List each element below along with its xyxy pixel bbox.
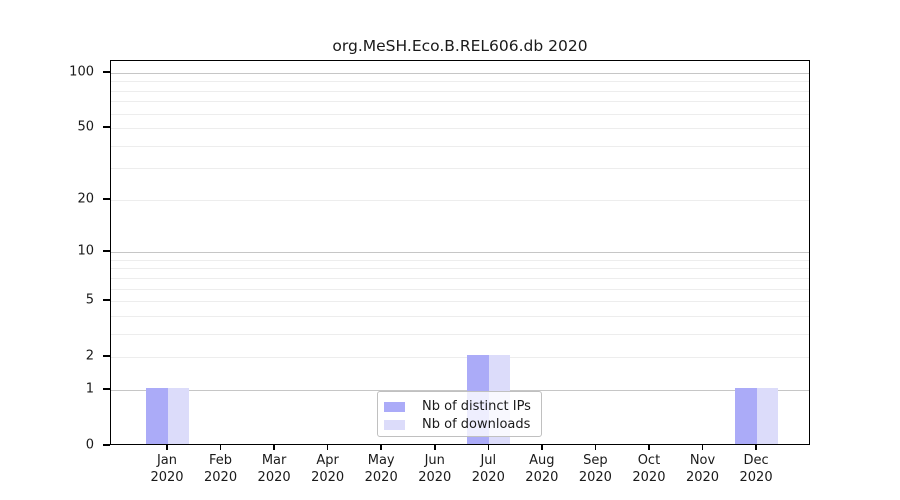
legend-item-label: Nb of distinct IPs (422, 399, 531, 414)
x-tick-month: Dec (743, 453, 769, 468)
gridline-minor (111, 199, 809, 201)
x-tick-year: 2020 (685, 470, 720, 485)
bar-downloads (168, 387, 189, 444)
x-tick-label: Jun 2020 (403, 452, 467, 486)
x-tick (755, 445, 757, 450)
x-tick-month: Oct (637, 453, 661, 468)
y-tick (103, 355, 110, 357)
y-tick-label: 20 (77, 191, 94, 207)
y-tick (103, 126, 110, 128)
bar-distinct-ips (735, 387, 758, 444)
y-tick (103, 71, 110, 73)
x-tick-year: 2020 (739, 470, 773, 485)
x-tick (541, 445, 543, 450)
x-tick-label: Dec 2020 (724, 452, 788, 486)
x-tick-year: 2020 (204, 470, 238, 485)
legend-item: Nb of downloads (384, 417, 541, 432)
bar-downloads (757, 387, 779, 444)
x-tick-month: Jun (424, 453, 445, 468)
y-axis: 0 1 2 5 10 20 50 100 (0, 60, 110, 452)
x-tick-month: Jan (156, 453, 178, 468)
legend-swatch (384, 401, 405, 412)
y-tick (103, 250, 110, 252)
x-tick-label: Jul 2020 (456, 452, 520, 486)
gridline-minor (111, 277, 809, 279)
x-tick-year: 2020 (525, 470, 559, 485)
gridline-major (111, 252, 809, 254)
gridline-minor (111, 90, 809, 92)
gridline-minor (111, 301, 809, 303)
x-tick-label: Feb 2020 (189, 452, 253, 486)
y-tick-label: 0 (85, 437, 94, 453)
y-tick (103, 198, 110, 200)
bar-distinct-ips (146, 387, 168, 444)
gridline-minor (111, 333, 809, 335)
x-tick-year: 2020 (257, 470, 291, 485)
y-tick-label: 5 (85, 292, 94, 308)
x-tick-year: 2020 (471, 470, 505, 485)
y-tick-label: 50 (77, 119, 94, 135)
gridline-minor (111, 128, 809, 130)
gridline-minor (111, 268, 809, 270)
x-tick-month: Mar (261, 453, 287, 468)
x-tick (487, 445, 490, 450)
x-tick-year: 2020 (311, 470, 345, 485)
y-tick (103, 299, 110, 301)
x-tick (701, 445, 704, 450)
gridline-minor (111, 168, 809, 170)
x-tick-label: Oct 2020 (617, 452, 681, 486)
x-tick-month: Sep (583, 453, 608, 468)
x-tick (166, 445, 168, 450)
x-tick-label: Nov 2020 (671, 452, 735, 486)
plot-area (110, 60, 810, 445)
x-tick (648, 445, 650, 450)
x-tick-label: Mar 2020 (242, 452, 306, 486)
x-tick-month: Feb (209, 453, 233, 468)
gridline-minor (111, 357, 809, 359)
x-tick-label: Sep 2020 (563, 452, 627, 486)
x-tick-year: 2020 (632, 470, 666, 485)
gridline-minor (111, 81, 809, 83)
gridline-minor (111, 315, 809, 317)
x-tick-year: 2020 (364, 470, 398, 485)
x-tick-label: Apr 2020 (296, 452, 360, 486)
chart-title: org.MeSH.Eco.B.REL606.db 2020 (332, 37, 588, 55)
legend-item: Nb of distinct IPs (384, 399, 541, 414)
x-tick-month: May (367, 453, 395, 468)
x-tick (380, 445, 382, 450)
y-tick-label: 1 (85, 381, 94, 397)
gridline-major (111, 72, 809, 74)
gridline-minor (111, 145, 809, 147)
x-tick-month: Aug (529, 453, 555, 468)
x-axis: Jan 2020 Feb 2020 Mar 2020 Apr 2020 May 2020 Jun 20… (110, 445, 810, 500)
x-tick (219, 445, 222, 450)
x-tick-label: May 2020 (349, 452, 413, 486)
y-tick-label: 10 (77, 243, 94, 259)
y-tick (103, 444, 110, 446)
x-tick (326, 445, 329, 450)
x-tick-year: 2020 (418, 470, 452, 485)
x-tick-label: Jan 2020 (135, 452, 199, 486)
y-tick-label: 2 (85, 348, 94, 364)
gridline-minor (111, 259, 809, 261)
legend-item-label: Nb of downloads (422, 417, 531, 432)
legend: Nb of distinct IPs Nb of downloads (377, 391, 542, 437)
legend-swatch (384, 419, 405, 430)
y-tick (103, 388, 110, 390)
x-tick (594, 445, 597, 450)
gridline-minor (111, 101, 809, 103)
x-tick-year: 2020 (150, 470, 184, 485)
x-tick-month: Jul (480, 453, 497, 468)
x-tick-month: Nov (689, 453, 716, 468)
gridline-major (111, 389, 809, 391)
gridline-minor (111, 288, 809, 290)
x-tick-label: Aug 2020 (510, 452, 574, 486)
x-tick-month: Apr (316, 453, 339, 468)
x-tick (273, 445, 275, 450)
gridline-minor (111, 113, 809, 115)
x-tick (434, 445, 436, 450)
x-tick-year: 2020 (578, 470, 612, 485)
y-tick-label: 100 (69, 64, 94, 80)
